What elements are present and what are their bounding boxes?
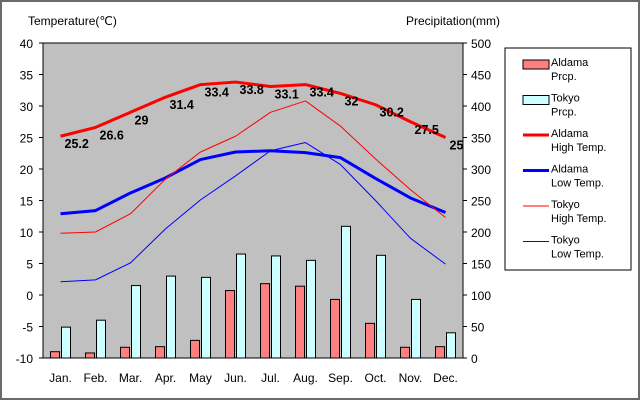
x-tick-label: Jul. [261,371,280,385]
data-label: 29 [135,113,149,127]
x-tick-label: Sep. [328,371,353,385]
data-label: 33.8 [240,83,264,97]
series-line [60,142,446,283]
y-right-tick-label: 100 [471,289,491,303]
bar [131,285,141,359]
bar [155,346,165,359]
x-tick-label: Jan. [49,371,72,385]
x-tick-label: Jun. [224,371,247,385]
y-left-tick-label: 20 [20,163,34,177]
bar [271,255,281,359]
x-tick-label: Aug. [293,371,318,385]
data-label: 33.1 [275,87,299,101]
bar [295,285,305,359]
data-label: 25.2 [65,137,89,151]
data-label: 26.6 [100,128,124,142]
y-left-tick-label: 35 [20,69,34,83]
y-right-tick-label: 250 [471,195,491,209]
legend-label: Aldama High Temp. [551,128,606,154]
series-line [60,100,446,234]
bar [341,225,351,359]
x-tick-label: May [189,371,212,385]
x-tick-label: Oct. [364,371,386,385]
series-line [60,80,447,139]
bar [330,298,340,359]
series-line [60,149,447,216]
bar [365,322,375,359]
bar [260,283,270,359]
legend-box [504,47,632,271]
bar [411,298,421,359]
data-label: 33.4 [205,86,229,100]
bar [61,326,71,359]
y-left-tick-label: 0 [26,289,33,303]
y-axis-left-title: Temperature(℃) [28,14,117,28]
y-axis-right-title: Precipitation(mm) [406,14,500,28]
bar [400,346,410,359]
legend-label: Tokyo High Temp. [551,199,606,225]
y-right-tick-label: 0 [471,352,478,366]
legend-swatch [522,95,550,105]
data-label: 32 [345,94,359,108]
x-tick-label: Dec. [433,371,458,385]
bar [236,253,246,359]
bar [201,276,211,359]
y-left-tick-label: -5 [22,321,33,335]
data-label: 27.5 [415,123,439,137]
y-left-tick-label: 10 [20,226,34,240]
y-right-tick-label: 50 [471,321,485,335]
legend-label: Tokyo Low Temp. [551,235,604,261]
y-right-tick-label: 200 [471,226,491,240]
data-label: 33.4 [310,86,334,100]
bar [166,275,176,359]
bar [190,339,200,359]
y-left-tick-label: 25 [20,132,34,146]
bar [446,332,456,359]
y-right-tick-label: 400 [471,100,491,114]
x-tick-label: Nov. [399,371,423,385]
bar [376,254,386,359]
x-tick-label: Feb. [83,371,107,385]
data-label: 30.2 [380,106,404,120]
bar [50,351,60,359]
legend-swatch [522,59,550,70]
legend-label: Aldama Low Temp. [551,164,604,190]
y-left-tick-label: 40 [20,37,34,51]
y-left-tick-label: -10 [16,352,34,366]
y-right-tick-label: 350 [471,132,491,146]
bar [120,346,130,359]
legend-label: Tokyo Prcp. [551,93,580,119]
bar [225,290,235,359]
data-label: 25 [450,139,464,153]
bar [435,346,445,359]
y-right-tick-label: 450 [471,69,491,83]
y-left-tick-label: 5 [26,258,33,272]
bar [306,259,316,359]
y-right-tick-label: 500 [471,37,491,51]
y-right-tick-label: 150 [471,258,491,272]
y-left-tick-label: 30 [20,100,34,114]
y-left-tick-label: 15 [20,195,34,209]
x-tick-label: Apr. [155,371,176,385]
data-label: 31.4 [170,98,194,112]
legend-label: Aldama Prcp. [551,57,589,83]
y-right-tick-label: 300 [471,163,491,177]
bar [96,319,106,359]
x-tick-label: Mar. [119,371,142,385]
bar [85,352,95,359]
